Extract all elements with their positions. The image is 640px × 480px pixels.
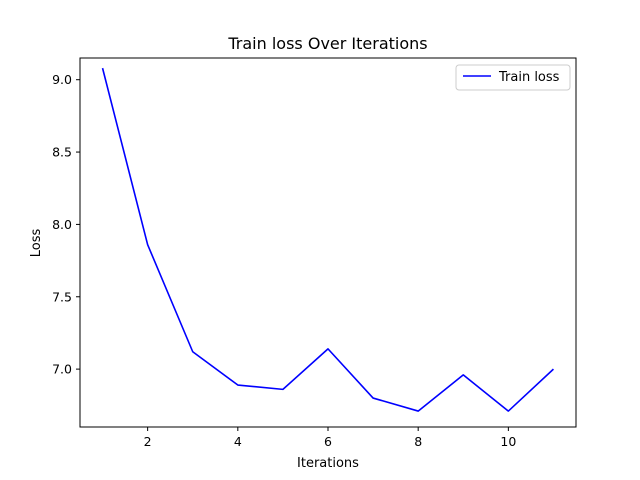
y-tick-label: 9.0 xyxy=(52,72,72,87)
y-tick-label: 7.5 xyxy=(52,289,72,304)
chart-title: Train loss Over Iterations xyxy=(227,34,427,53)
legend: Train loss xyxy=(455,64,571,91)
legend-label-train-loss: Train loss xyxy=(498,70,560,85)
x-tick-label: 8 xyxy=(414,434,422,449)
y-tick-label: 8.5 xyxy=(52,145,72,160)
x-tick-label: 10 xyxy=(500,434,516,449)
x-axis-ticks: 2 4 6 8 10 xyxy=(144,427,516,449)
series-layer xyxy=(101,67,554,412)
plot-area: 2 4 6 8 10 7.0 7.5 8.0 8.5 9.0 xyxy=(52,57,577,449)
series-line-train-loss xyxy=(101,67,554,412)
y-tick-label: 8.0 xyxy=(52,217,72,232)
x-axis-label: Iterations xyxy=(297,456,359,471)
legend-box xyxy=(455,64,571,91)
x-tick-label: 6 xyxy=(324,434,332,449)
y-axis-ticks: 7.0 7.5 8.0 8.5 9.0 xyxy=(52,72,80,377)
y-tick-label: 7.0 xyxy=(52,362,72,377)
y-axis-label: Loss xyxy=(29,229,44,258)
x-tick-label: 2 xyxy=(144,434,152,449)
x-tick-label: 4 xyxy=(234,434,242,449)
